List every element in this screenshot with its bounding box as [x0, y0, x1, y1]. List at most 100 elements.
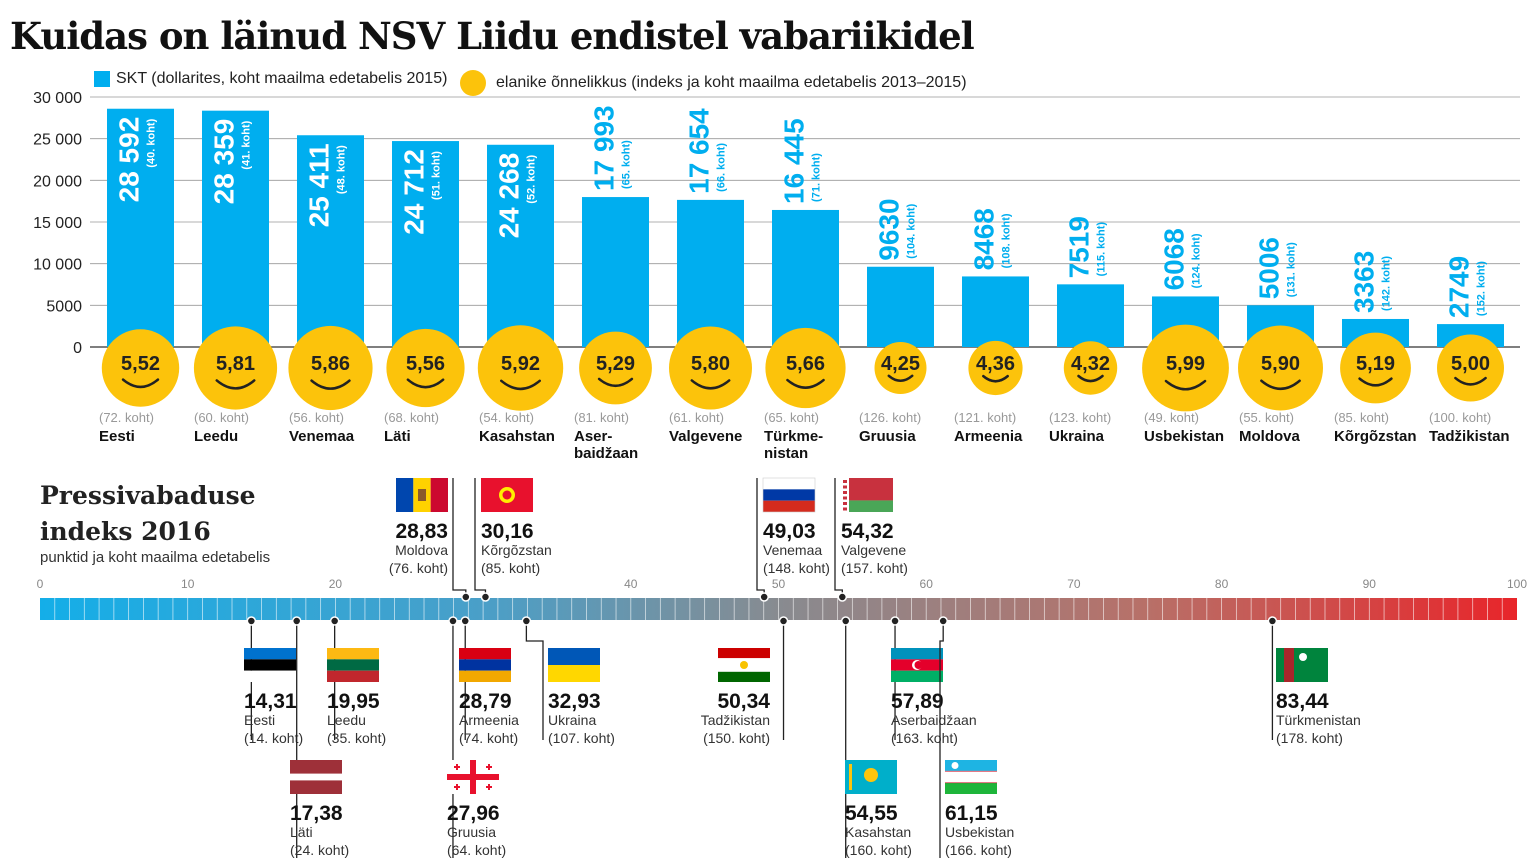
flag-part	[456, 784, 458, 790]
connector-line	[452, 478, 467, 598]
bar-value-label: 24 712	[399, 149, 430, 235]
flag-part	[244, 659, 296, 671]
georgia-flag-icon	[447, 760, 499, 794]
category-label: Tadžikistan	[1429, 428, 1510, 445]
press-rank-label: (35. koht)	[327, 730, 386, 746]
kyrgyzstan-flag-icon	[481, 478, 533, 512]
flag-part	[459, 659, 511, 671]
value-marker	[840, 616, 851, 626]
flag-part	[763, 489, 815, 501]
happiness-value: 4,25	[881, 353, 920, 375]
bar-value-label: 28 359	[209, 119, 240, 205]
flag-part	[1299, 653, 1307, 661]
press-value-label: 28,79	[459, 690, 512, 713]
press-value-label: 27,96	[447, 802, 500, 825]
flag-part	[290, 773, 342, 781]
bar-rank-label: (152. koht)	[1476, 261, 1488, 316]
press-value-label: 83,44	[1276, 690, 1329, 713]
happiness-rank: (72. koht)	[99, 410, 154, 425]
bar	[107, 108, 174, 347]
bar-rank-label: (52. koht)	[526, 154, 538, 203]
category-label: Usbekistan	[1144, 428, 1224, 445]
smile-mouth	[597, 377, 634, 388]
flag-part	[841, 478, 893, 501]
press-country-label: Usbekistan	[945, 824, 1014, 840]
happiness-rank: (85. koht)	[1334, 410, 1389, 425]
bar	[962, 276, 1029, 347]
value-marker	[521, 616, 532, 626]
legend-happiness: elanike õnnelikkus (indeks ja koht maail…	[460, 70, 967, 96]
category-label: Moldova	[1239, 428, 1300, 445]
moldova-flag-icon	[396, 478, 448, 512]
press-rank-label: (85. koht)	[481, 560, 540, 576]
latvia-flag-icon	[290, 760, 342, 794]
smiley-icon	[579, 331, 652, 405]
happiness-value: 4,36	[976, 353, 1015, 375]
y-tick-label: 15 000	[33, 215, 82, 232]
smile-mouth	[887, 374, 914, 382]
flag-part	[718, 671, 770, 682]
bar-value-label: 24 268	[494, 153, 525, 239]
x-tick-label: 50	[772, 577, 786, 591]
press-freedom-title: Pressivabaduse indeks 2016	[40, 481, 256, 546]
y-tick-label: 30 000	[33, 90, 82, 107]
flag-part	[447, 774, 499, 780]
press-rank-label: (74. koht)	[459, 730, 518, 746]
press-country-label: Tadžikistan	[701, 712, 770, 728]
press-country-label: Läti	[290, 824, 313, 840]
category-label: Gruusia	[859, 428, 916, 445]
happiness-value: 5,86	[311, 353, 350, 375]
press-value-label: 54,32	[841, 520, 894, 543]
press-value-label: 54,55	[845, 802, 898, 825]
press-country-label: Ukraina	[548, 712, 596, 728]
bar-value-label: 6068	[1159, 228, 1190, 290]
flag-part	[843, 507, 847, 511]
press-rank-label: (163. koht)	[891, 730, 958, 746]
ukraine-flag-icon	[548, 648, 600, 682]
bar-label-group: 5006 (131. koht)	[1254, 237, 1298, 299]
happiness-value: 5,29	[596, 353, 635, 375]
bar-rank-label: (51. koht)	[431, 151, 443, 200]
press-value-label: 32,93	[548, 690, 601, 713]
tajikistan-flag-icon	[718, 648, 770, 682]
smiley-icon	[101, 329, 180, 407]
smiley-icon	[288, 325, 373, 411]
press-country-label: Eesti	[244, 712, 275, 728]
bar-rank-label: (41. koht)	[241, 120, 253, 169]
category-label: nistan	[764, 445, 808, 462]
bar-label-group: 9630 (104. koht)	[874, 198, 918, 260]
smiley-icon	[1437, 334, 1504, 402]
press-country-label: Türkmenistan	[1276, 712, 1361, 728]
press-value-label: 57,89	[891, 690, 944, 713]
gdp-bar-chart: 0 5000 10 000 15 000 20 000 25 000 30 000 28 59…	[33, 90, 1520, 462]
value-marker	[461, 592, 471, 602]
flag-part	[763, 500, 815, 512]
happiness-value: 5,90	[1261, 353, 1300, 375]
press-country-label: Venemaa	[763, 542, 822, 558]
happiness-rank: (68. koht)	[384, 410, 439, 425]
flag-part	[396, 478, 414, 512]
category-label: Eesti	[99, 428, 135, 445]
press-country-label: Armeenia	[459, 712, 519, 728]
legend-gdp-label: SKT (dollarites, koht maailma edetabelis…	[116, 70, 448, 87]
y-tick-label: 0	[73, 340, 82, 357]
bar-rank-label: (108. koht)	[1001, 213, 1013, 268]
bar-label-group: 7519 (115. koht)	[1064, 216, 1108, 278]
bar-label-group: 28 359 (41. koht)	[209, 119, 253, 205]
happiness-value: 5,81	[216, 353, 255, 375]
flag-part	[843, 480, 847, 483]
flag-part	[459, 670, 511, 682]
bar	[772, 209, 839, 347]
happiness-rank: (121. koht)	[954, 410, 1016, 425]
bar-label-group: 3363 (142. koht)	[1349, 251, 1393, 313]
bar-label-group: 6068 (124. koht)	[1159, 228, 1203, 290]
uzbekistan-flag-icon	[945, 760, 997, 794]
flag-part	[502, 490, 512, 500]
flag-part	[1276, 648, 1328, 682]
press-rank-label: (148. koht)	[763, 560, 830, 576]
smiley-icon	[765, 327, 846, 409]
smile-mouth	[1077, 374, 1104, 383]
press-value-label: 14,31	[244, 690, 297, 713]
happiness-rank: (61. koht)	[669, 410, 724, 425]
value-marker	[460, 616, 470, 626]
